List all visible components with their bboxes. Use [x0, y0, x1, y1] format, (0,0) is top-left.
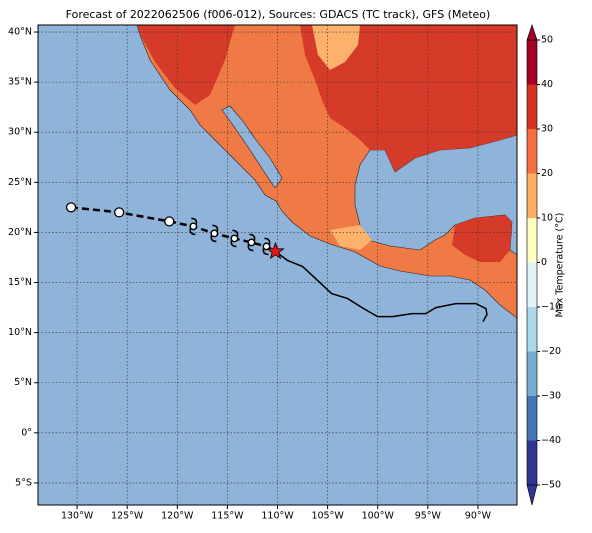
colorbar-tick-label: −30 — [541, 391, 561, 402]
colorbar-swatch — [527, 218, 537, 263]
colorbar-tick-label: −20 — [541, 346, 561, 357]
colorbar-swatch — [527, 129, 537, 174]
hurricane-eye — [262, 242, 271, 251]
colorbar-swatch — [527, 173, 537, 218]
colorbar-tick-label: 0 — [541, 257, 547, 268]
map-area — [38, 25, 517, 505]
y-tick-label: 30°N — [8, 127, 32, 138]
x-tick-label: 100°W — [362, 511, 395, 522]
x-tick-label: 115°W — [211, 511, 244, 522]
y-tick-label: 0° — [21, 427, 32, 438]
colorbar-swatch — [527, 307, 537, 352]
hurricane-symbol — [230, 229, 239, 248]
colorbar-swatch — [527, 351, 537, 396]
x-tick-label: 105°W — [311, 511, 344, 522]
colorbar-extend — [526, 484, 538, 506]
hurricane-symbol — [189, 217, 198, 236]
colorbar-swatch — [527, 84, 537, 129]
x-tick-label: 95°W — [415, 511, 442, 522]
past-track — [275, 250, 488, 322]
y-tick-label: 15°N — [8, 277, 32, 288]
hot-region — [300, 25, 517, 172]
hurricane-symbol — [210, 224, 219, 243]
colorbar-tick-label: 10 — [541, 213, 553, 224]
track-point — [114, 207, 125, 218]
hot-region — [137, 25, 235, 105]
hurricane-eye — [230, 234, 239, 243]
hot-region — [452, 215, 512, 262]
colorbar-swatch — [527, 440, 537, 485]
x-tick-label: 90°W — [465, 511, 492, 522]
colorbar-tick-label: 50 — [541, 35, 553, 46]
current-position — [266, 241, 285, 260]
y-tick-label: 10°N — [8, 327, 32, 338]
y-tick-label: 25°N — [8, 177, 32, 188]
hurricane-eye — [247, 238, 256, 247]
colorbar-tick-label: −50 — [541, 480, 561, 491]
colorbar-label: Max Temperature (°C) — [555, 213, 566, 318]
warm-region — [330, 225, 372, 250]
hurricane-eye — [210, 229, 219, 238]
y-tick-label: 20°N — [8, 227, 32, 238]
colorbar-swatch — [527, 396, 537, 441]
map-title: Forecast of 2022062506 (f006-012), Sourc… — [66, 8, 491, 21]
colorbar-tick-label: 20 — [541, 168, 553, 179]
track-point — [164, 216, 175, 227]
track-point — [65, 202, 77, 213]
colorbar-tick-label: −10 — [541, 302, 561, 313]
x-tick-label: 130°W — [61, 511, 94, 522]
colorbar-extend — [526, 24, 538, 41]
colorbar-tick-label: −40 — [541, 435, 561, 446]
colorbar-swatch — [527, 40, 537, 85]
y-tick-label: 5°N — [14, 377, 32, 388]
x-tick-label: 125°W — [111, 511, 144, 522]
colorbar-swatch — [527, 262, 537, 307]
hurricane-eye — [189, 222, 198, 231]
colorbar-tick-label: 30 — [541, 124, 553, 135]
hurricane-symbol — [262, 237, 271, 256]
hurricane-symbol — [247, 233, 256, 252]
colorbar-tick-label: 40 — [541, 79, 553, 90]
y-tick-label: 5°S — [15, 477, 32, 488]
y-tick-label: 40°N — [8, 27, 32, 38]
x-tick-label: 120°W — [161, 511, 194, 522]
warm-region — [312, 25, 360, 70]
x-tick-label: 110°W — [261, 511, 294, 522]
y-tick-label: 35°N — [8, 77, 32, 88]
gulf-of-california — [221, 105, 283, 189]
